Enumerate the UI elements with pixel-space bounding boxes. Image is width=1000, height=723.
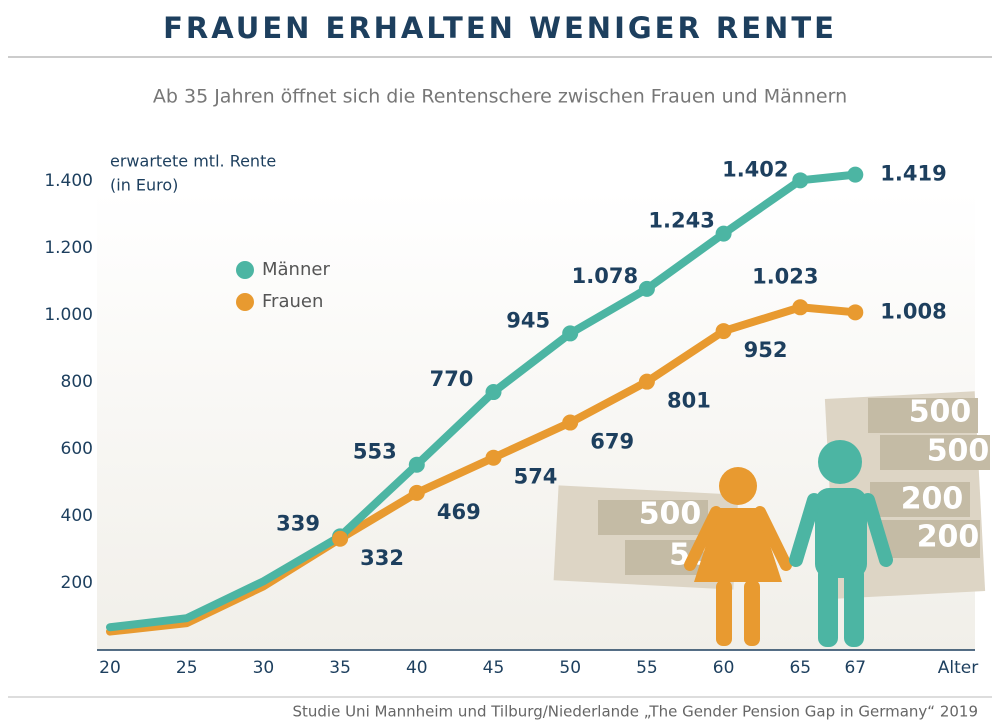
legend-marker xyxy=(236,293,254,311)
bill-panel xyxy=(870,482,970,517)
x-tick-label: 67 xyxy=(844,658,866,678)
source: Studie Uni Mannheim und Tilburg/Niederla… xyxy=(292,703,978,721)
y-tick-label: 800 xyxy=(61,372,93,392)
marker xyxy=(638,280,655,297)
data-label: 801 xyxy=(667,389,711,413)
man-head xyxy=(818,440,862,484)
bill-panel xyxy=(880,520,980,558)
data-label: 553 xyxy=(353,440,397,464)
data-label: 339 xyxy=(276,511,320,535)
data-label: 574 xyxy=(514,465,558,489)
man-leg xyxy=(818,565,838,647)
woman-body xyxy=(694,508,782,582)
marker xyxy=(408,456,425,473)
data-label: 1.008 xyxy=(880,299,946,323)
data-label: 1.078 xyxy=(572,264,638,288)
x-tick-label: 60 xyxy=(713,658,735,678)
data-label: 770 xyxy=(430,367,474,391)
x-tick-label: 35 xyxy=(329,658,351,678)
marker xyxy=(332,530,349,547)
legend-label: Männer xyxy=(262,259,330,280)
x-tick-label: 50 xyxy=(559,658,581,678)
marker xyxy=(715,323,732,340)
bill-text: 200 xyxy=(901,482,964,517)
data-label: 679 xyxy=(590,430,634,454)
y-tick-label: 1.000 xyxy=(44,305,93,325)
legend-label: Frauen xyxy=(262,291,323,312)
y-tick-label: 200 xyxy=(61,573,93,593)
marker xyxy=(562,325,579,342)
bill-panel xyxy=(868,398,978,433)
woman-leg xyxy=(716,580,732,646)
y-axis-label: (in Euro) xyxy=(110,176,178,195)
x-tick-label: 65 xyxy=(789,658,811,678)
bill-text: 500 xyxy=(927,434,990,469)
x-tick-label: 40 xyxy=(406,658,428,678)
data-label: 1.243 xyxy=(648,209,714,233)
bill-text: 200 xyxy=(917,520,980,555)
woman-head xyxy=(719,467,757,505)
marker xyxy=(562,414,579,431)
x-axis-label: Alter xyxy=(938,658,978,678)
bill-panel xyxy=(880,435,990,470)
chart-title: FRAUEN ERHALTEN WENIGER RENTE xyxy=(163,11,837,45)
marker xyxy=(847,166,864,183)
legend-marker xyxy=(236,261,254,279)
y-axis-label: erwartete mtl. Rente xyxy=(110,152,276,171)
y-tick-label: 1.400 xyxy=(44,171,93,191)
woman-leg xyxy=(744,580,760,646)
marker xyxy=(408,484,425,501)
marker xyxy=(792,299,809,316)
data-label: 1.419 xyxy=(880,162,946,186)
data-label: 1.402 xyxy=(722,157,788,181)
x-tick-label: 45 xyxy=(483,658,505,678)
y-tick-label: 400 xyxy=(61,506,93,526)
man-arms xyxy=(789,493,893,567)
bill-text: 500 xyxy=(909,395,972,430)
marker xyxy=(638,373,655,390)
woman-arms xyxy=(684,506,792,571)
bill-text: 500 xyxy=(639,497,702,532)
illustration: 500 50 500 500 200 200 xyxy=(553,391,990,647)
subtitle: Ab 35 Jahren öffnet sich die Rentenscher… xyxy=(153,86,847,108)
marker xyxy=(715,225,732,242)
data-label: 469 xyxy=(437,500,481,524)
data-label: 332 xyxy=(360,546,404,570)
bill-panel xyxy=(598,500,708,535)
marker xyxy=(792,172,809,189)
marker xyxy=(847,304,864,321)
marker xyxy=(485,449,502,466)
marker xyxy=(485,384,502,401)
man-leg xyxy=(844,565,864,647)
y-tick-label: 600 xyxy=(61,439,93,459)
data-label: 945 xyxy=(506,308,550,332)
x-tick-label: 30 xyxy=(253,658,275,678)
x-tick-label: 55 xyxy=(636,658,658,678)
y-tick-label: 1.200 xyxy=(44,238,93,258)
data-label: 952 xyxy=(744,338,788,362)
man-body xyxy=(815,488,867,578)
x-tick-label: 25 xyxy=(176,658,198,678)
x-tick-label: 20 xyxy=(99,658,121,678)
data-label: 1.023 xyxy=(752,264,818,288)
